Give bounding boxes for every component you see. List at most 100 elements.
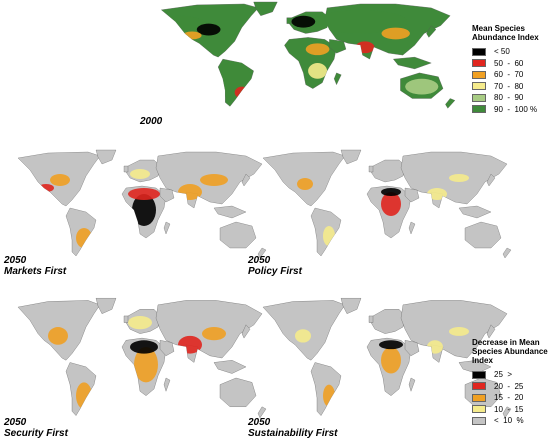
legend-swatch (472, 105, 486, 114)
continent-greenland (95, 149, 117, 165)
map-label-security-first: 2050 Security First (4, 417, 68, 439)
legend-item: < 50 (472, 46, 550, 58)
legend-item: 20 - 25 (472, 381, 550, 393)
abundance-region (427, 188, 447, 200)
abundance-region (128, 315, 152, 330)
continent-madagascar (408, 377, 416, 392)
abundance-region (178, 335, 202, 354)
legend-swatch (472, 393, 486, 402)
legend-title-line: Abundance Index (472, 33, 539, 42)
continent-new-zealand (445, 98, 456, 109)
continent-japan (241, 173, 251, 187)
abundance-region (178, 184, 202, 200)
legend-item: < 10 % (472, 415, 550, 427)
legend-item-label: 60 - 70 (494, 70, 524, 80)
legend-swatch (472, 370, 486, 379)
continent-greenland (253, 1, 278, 16)
abundance-region (449, 327, 469, 336)
legend-title-line: Species Abundance (472, 347, 548, 356)
legend-item-label: 70 - 80 (494, 81, 524, 91)
legend-swatch (472, 382, 486, 391)
continent-australia (464, 221, 502, 249)
continent-madagascar (333, 72, 342, 86)
legend-item: 60 - 70 (472, 69, 550, 81)
map-scenario: Markets First (4, 266, 67, 277)
legend-title-line: Decrease in Mean (472, 338, 540, 347)
legend-swatch (472, 416, 486, 425)
continent-new-zealand (257, 247, 267, 259)
continent-arabia (404, 187, 420, 203)
map-year: 2050 (248, 255, 271, 266)
abundance-region (48, 327, 68, 345)
continent-japan (486, 324, 496, 339)
legend-swatch (472, 405, 486, 414)
abundance-region (128, 188, 160, 200)
map-year: 2050 (248, 417, 271, 428)
abundance-region (305, 43, 330, 56)
map-label-sustainability-first: 2050 Sustainability First (248, 417, 337, 439)
continent-greenland (340, 149, 362, 165)
legend-decrease-title: Decrease in Mean Species Abundance Index (472, 338, 550, 365)
abundance-region (50, 174, 70, 186)
continent-japan (426, 25, 437, 38)
continent-se-asia-islands (458, 205, 492, 219)
continent-arabia (404, 340, 420, 357)
continent-new-zealand (502, 406, 512, 419)
abundance-region (295, 329, 311, 343)
continent-greenland (340, 298, 362, 314)
abundance-region (308, 63, 328, 79)
world-map-security-first-graphic (17, 298, 267, 419)
abundance-region (312, 9, 408, 34)
abundance-region (200, 174, 228, 186)
legend-swatch (472, 93, 486, 102)
continent-se-asia-islands (458, 360, 492, 374)
continent-uk (368, 165, 374, 173)
world-map-markets-first: 2050 Markets First (0, 148, 272, 278)
legend-item-label: 15 - 20 (494, 393, 524, 403)
abundance-region (76, 382, 92, 409)
map-scenario: Sustainability First (248, 428, 338, 439)
legend-item-label: < 10 % (494, 416, 524, 426)
continent-uk (286, 17, 292, 24)
map-label-2000: 2000 (140, 116, 162, 127)
continent-se-asia-islands (213, 205, 247, 219)
world-map-2000: 2000 (140, 0, 462, 128)
continent-arabia (159, 187, 175, 203)
continent-uk (123, 315, 129, 323)
continent-new-zealand (502, 247, 512, 259)
legend-item: 90 - 100 % (472, 104, 550, 116)
abundance-region (379, 340, 403, 350)
abundance-region (132, 194, 156, 226)
legend-item: 15 - 20 (472, 392, 550, 404)
legend-item-label: 25 > (494, 370, 513, 380)
abundance-region (449, 174, 469, 182)
legend-swatch (472, 82, 486, 91)
abundance-region (130, 340, 158, 354)
legend-swatch (472, 70, 486, 79)
continent-arabia (159, 340, 175, 357)
abundance-region (134, 346, 158, 383)
legend-item: 80 - 90 (472, 92, 550, 104)
continent-new-zealand (257, 406, 267, 419)
legend-item-label: 20 - 25 (494, 381, 524, 391)
map-scenario: Policy First (248, 266, 302, 277)
legend-swatch (472, 59, 486, 68)
legend-title-line: Mean Species (472, 24, 525, 33)
world-map-policy-first-graphic (262, 149, 512, 259)
abundance-region (297, 178, 313, 190)
world-map-2000-graphic (160, 1, 456, 109)
continent-greenland (95, 298, 117, 314)
legend-item-label: 50 - 60 (494, 58, 524, 68)
abundance-region (405, 78, 439, 95)
abundance-region (76, 228, 92, 248)
continent-uk (368, 315, 374, 323)
continent-uk (123, 165, 129, 173)
world-map-security-first: 2050 Security First (0, 296, 272, 440)
continent-australia (219, 221, 257, 249)
continent-australia (219, 377, 257, 407)
abundance-region (381, 192, 401, 216)
legend-swatch (472, 47, 486, 56)
abundance-region (355, 41, 375, 54)
legend-item: 25 > (472, 369, 550, 381)
continent-se-asia-islands (213, 360, 247, 374)
